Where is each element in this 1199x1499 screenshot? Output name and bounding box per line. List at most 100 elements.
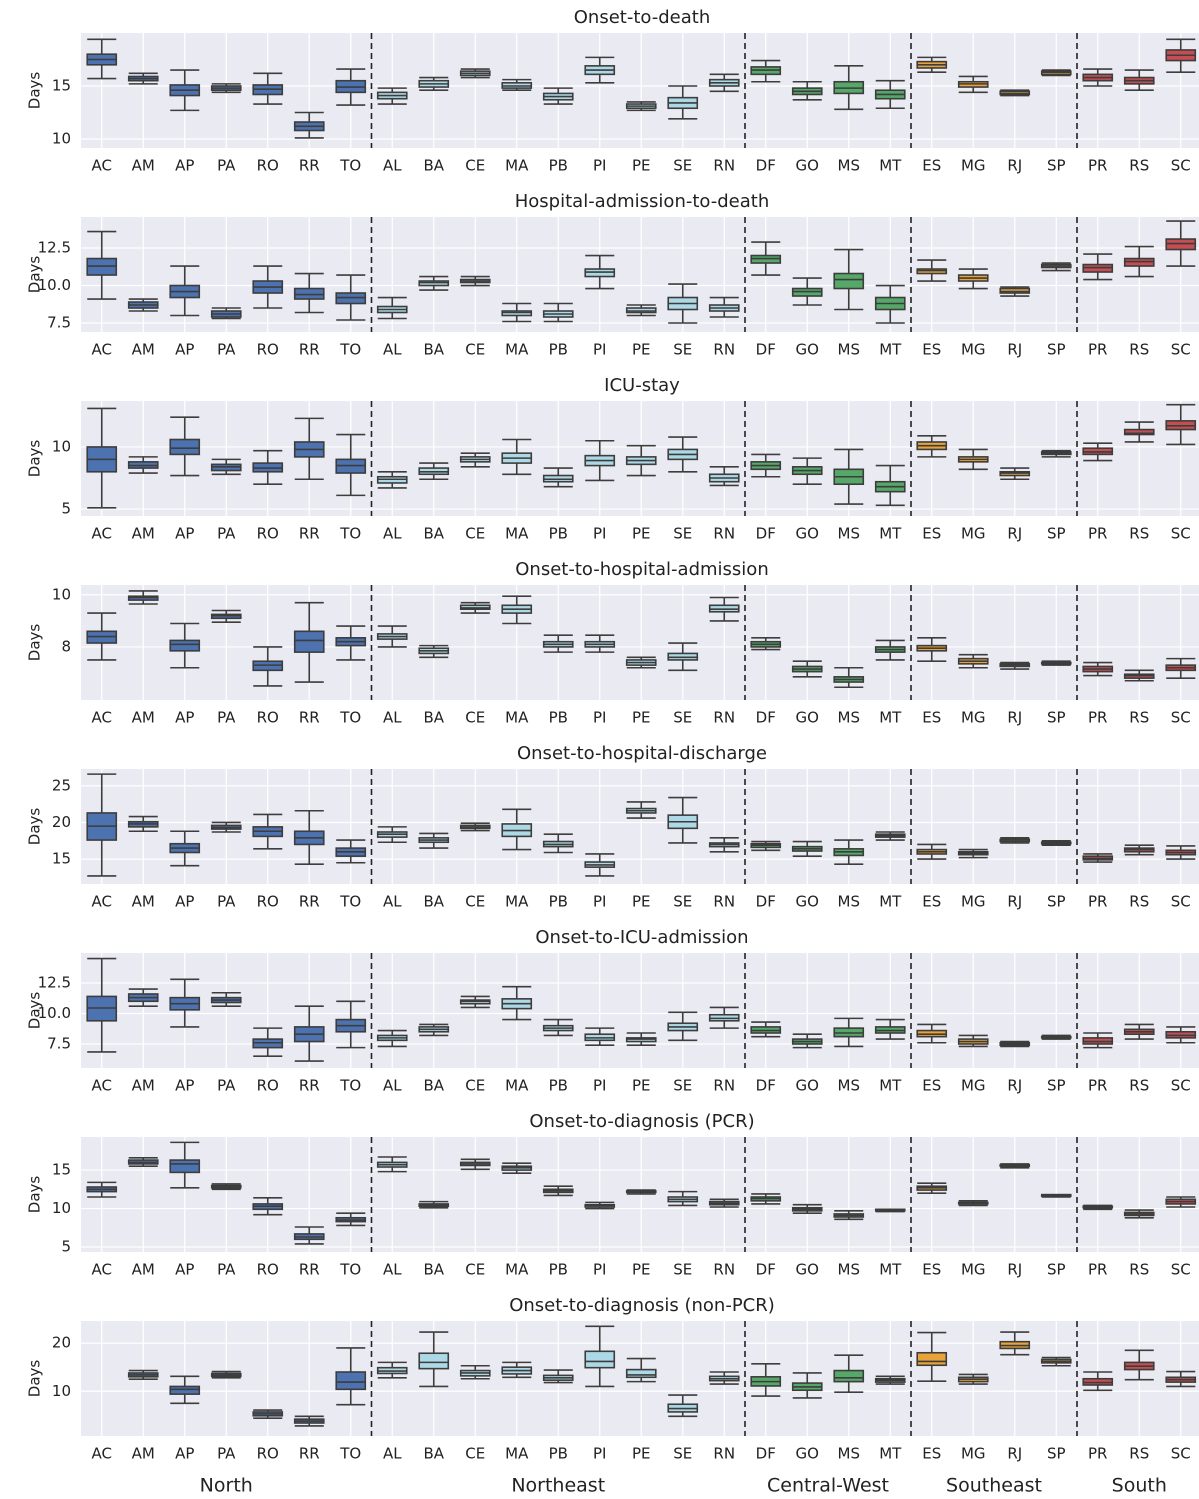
region-label: Central-West: [767, 1475, 889, 1497]
box: [169, 639, 201, 652]
chart-title: Onset-to-death: [574, 7, 710, 28]
x-tick-label: SP: [1047, 1077, 1066, 1095]
x-tick-label: PB: [549, 341, 568, 359]
x-tick-label: SP: [1047, 709, 1066, 727]
y-tick-label: 8: [61, 637, 71, 655]
y-tick-label: 10: [52, 1382, 71, 1400]
x-tick-label: CE: [465, 893, 485, 911]
x-tick-label: RJ: [1007, 1445, 1022, 1463]
x-tick-label: SE: [673, 893, 692, 911]
x-tick-label: AP: [175, 709, 194, 727]
x-tick-label: PI: [593, 525, 606, 543]
x-tick-label: AP: [175, 1261, 194, 1279]
x-tick-label: SC: [1171, 709, 1191, 727]
x-tick-label: DF: [756, 709, 776, 727]
chart-title: Hospital-admission-to-death: [515, 191, 770, 212]
x-tick-label: MA: [505, 1077, 529, 1095]
x-tick-label: MT: [879, 1077, 902, 1095]
x-tick-label: AM: [132, 1077, 155, 1095]
x-tick-label: AM: [132, 709, 155, 727]
x-tick-label: MS: [838, 157, 860, 175]
x-tick-label: MA: [505, 1445, 529, 1463]
x-tick-label: PE: [632, 709, 651, 727]
x-tick-label: MA: [505, 525, 529, 543]
x-tick-label: SC: [1171, 1261, 1191, 1279]
x-tick-label: MS: [838, 1261, 860, 1279]
y-tick-label: 20: [52, 813, 71, 831]
x-tick-label: PE: [632, 525, 651, 543]
x-tick-label: RN: [713, 1261, 735, 1279]
x-tick-label: GO: [796, 893, 819, 911]
x-tick-label: RN: [713, 709, 735, 727]
x-tick-label: SE: [673, 525, 692, 543]
x-tick-label: PE: [632, 157, 651, 175]
plot-background: [81, 585, 1199, 700]
x-tick-label: GO: [796, 1077, 819, 1095]
x-tick-label: RO: [257, 1445, 279, 1463]
region-label: Northeast: [511, 1475, 605, 1497]
x-tick-label: PR: [1088, 525, 1107, 543]
y-axis-label: Days: [26, 1360, 44, 1398]
x-tick-label: MT: [879, 1261, 902, 1279]
x-tick-label: DF: [756, 893, 776, 911]
y-axis-label: Days: [26, 808, 44, 846]
x-tick-label: RS: [1129, 157, 1149, 175]
x-tick-label: DF: [756, 1261, 776, 1279]
x-tick-label: PE: [632, 1261, 651, 1279]
x-tick-label: PA: [217, 525, 236, 543]
x-tick-label: RS: [1129, 525, 1149, 543]
x-tick-label: GO: [796, 1445, 819, 1463]
x-tick-label: MS: [838, 893, 860, 911]
chart-title: Onset-to-diagnosis (PCR): [529, 1111, 754, 1132]
y-axis-label: Days: [26, 1176, 44, 1214]
y-tick-label: 7.5: [47, 314, 71, 332]
x-tick-label: SP: [1047, 1445, 1066, 1463]
x-tick-label: PA: [217, 157, 236, 175]
x-tick-label: AL: [383, 1445, 402, 1463]
x-tick-label: MG: [961, 1445, 986, 1463]
x-tick-label: RO: [257, 341, 279, 359]
x-tick-label: PR: [1088, 1261, 1107, 1279]
x-tick-label: BA: [423, 525, 444, 543]
x-tick-label: MT: [879, 157, 902, 175]
x-tick-label: PR: [1088, 341, 1107, 359]
chart-title: Onset-to-hospital-discharge: [517, 743, 767, 764]
x-tick-label: RO: [257, 525, 279, 543]
x-tick-label: PR: [1088, 1077, 1107, 1095]
x-tick-label: PI: [593, 1077, 606, 1095]
x-tick-label: PB: [549, 157, 568, 175]
x-tick-label: SP: [1047, 893, 1066, 911]
x-tick-label: MG: [961, 525, 986, 543]
box: [169, 1385, 201, 1395]
x-tick-label: RJ: [1007, 709, 1022, 727]
x-tick-label: SE: [673, 157, 692, 175]
x-tick-label: RN: [713, 157, 735, 175]
x-tick-label: RN: [713, 1445, 735, 1463]
x-tick-label: BA: [423, 1261, 444, 1279]
x-tick-label: BA: [423, 157, 444, 175]
y-tick-label: 20: [52, 1334, 71, 1352]
y-tick-label: 15: [52, 1161, 71, 1179]
x-tick-label: RR: [299, 341, 320, 359]
x-tick-label: DF: [756, 341, 776, 359]
x-tick-label: SE: [673, 1445, 692, 1463]
x-tick-label: PA: [217, 1077, 236, 1095]
x-tick-label: AL: [383, 1261, 402, 1279]
x-tick-label: PA: [217, 1445, 236, 1463]
x-tick-label: RR: [299, 709, 320, 727]
x-tick-label: PA: [217, 893, 236, 911]
x-tick-label: CE: [465, 709, 485, 727]
x-tick-label: AC: [92, 893, 112, 911]
y-axis-label: Days: [26, 440, 44, 478]
x-tick-label: PB: [549, 1077, 568, 1095]
x-tick-label: AM: [132, 525, 155, 543]
x-tick-label: MS: [838, 341, 860, 359]
y-tick-label: 10.0: [38, 276, 71, 294]
x-tick-label: PE: [632, 1445, 651, 1463]
x-tick-label: RS: [1129, 1445, 1149, 1463]
x-tick-label: PR: [1088, 1445, 1107, 1463]
x-tick-label: MS: [838, 525, 860, 543]
x-tick-label: SP: [1047, 1261, 1066, 1279]
x-tick-label: BA: [423, 341, 444, 359]
